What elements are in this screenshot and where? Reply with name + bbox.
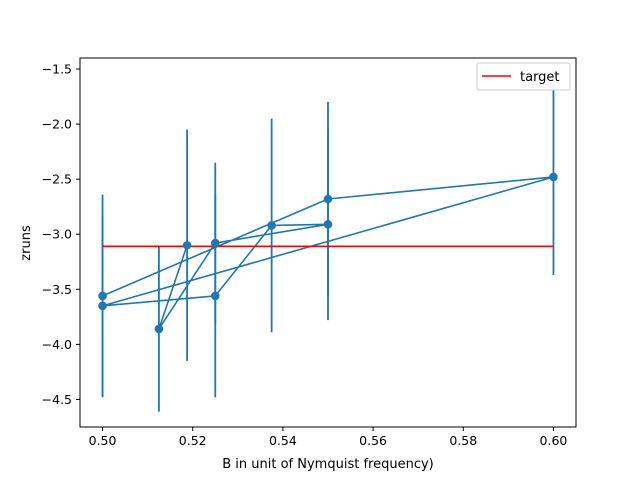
errorbars-layer — [101, 78, 555, 412]
y-tick-label: −3.5 — [42, 282, 72, 297]
y-tick-label: −4.5 — [42, 392, 72, 407]
plot-frame — [79, 57, 577, 428]
points-layer — [98, 172, 558, 334]
legend-box — [476, 62, 571, 91]
legend-target-label: target — [520, 70, 560, 85]
y-tick-label: −4.0 — [42, 337, 72, 352]
series-line-layer — [101, 176, 555, 330]
y-tick-label: −1.5 — [42, 62, 72, 77]
x-axis: 0.50 0.52 0.54 0.56 0.58 0.60 — [89, 427, 568, 448]
x-tick-label: 0.50 — [89, 433, 117, 448]
x-tick-label: 0.60 — [540, 433, 568, 448]
data-point — [323, 194, 333, 204]
legend: target — [476, 62, 571, 91]
data-point — [182, 240, 192, 250]
series-line — [101, 176, 555, 330]
y-tick-label: −3.0 — [42, 227, 72, 242]
x-tick-label: 0.54 — [269, 433, 297, 448]
data-point — [154, 324, 164, 334]
y-axis-label: zruns — [19, 225, 34, 261]
y-axis: −4.5 −4.0 −3.5 −3.0 −2.5 −2.0 −1.5 — [42, 62, 80, 407]
data-point — [549, 172, 558, 182]
y-tick-label: −2.5 — [42, 172, 72, 187]
x-tick-label: 0.58 — [449, 433, 477, 448]
x-tick-label: 0.56 — [359, 433, 387, 448]
x-tick-label: 0.52 — [179, 433, 207, 448]
data-point — [98, 301, 107, 311]
data-point — [98, 291, 107, 301]
data-point — [267, 221, 276, 230]
data-point — [210, 291, 220, 301]
data-point — [323, 220, 333, 229]
data-point — [210, 238, 220, 248]
y-tick-label: −2.0 — [42, 117, 72, 132]
x-axis-label: B in unit of Nymquist frequency) — [222, 457, 433, 472]
